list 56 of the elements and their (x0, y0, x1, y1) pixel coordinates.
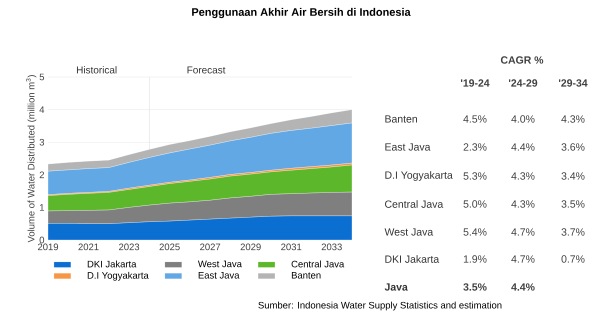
y-tick-label: 2 (40, 171, 44, 178)
text: 4.3% (511, 172, 535, 180)
x-tick-label: 2023 (119, 244, 140, 250)
x-tick-label: 2029 (240, 244, 261, 250)
legend-label: DKI Jakarta (88, 260, 136, 268)
text: 2.3% (464, 143, 487, 151)
text: 5.0% (464, 200, 487, 208)
text: 4.4% (511, 283, 535, 291)
text: 3.5% (561, 200, 585, 208)
category-label: '19-24 (460, 79, 490, 87)
category-label: '24-29 (508, 79, 538, 87)
text: 4.3% (561, 115, 585, 123)
y-tick-label: 1 (40, 204, 44, 211)
legend-label: West Java (198, 260, 242, 268)
legend-label: Central Java (292, 260, 344, 268)
category-label: DKI Jakarta (385, 255, 440, 263)
category-label: Banten (385, 115, 417, 123)
text: 3.6% (561, 143, 585, 151)
x-tick-label: 2033 (322, 244, 342, 250)
text: 3.5% (463, 283, 487, 291)
text: Sumber: Indonesia Water Supply Statistics and estimation (258, 302, 502, 310)
text: 0.7% (561, 255, 585, 263)
text: 5.4% (464, 228, 487, 236)
text: Forecast (188, 66, 226, 74)
legend-label: Banten (292, 272, 321, 279)
x-tick-label: 2031 (281, 244, 302, 250)
y-tick-label: 0 (40, 236, 44, 244)
text: 4.4% (511, 143, 535, 151)
x-tick-label: 2025 (160, 244, 180, 250)
text: 3.7% (561, 228, 585, 236)
y-tick-label: 3 (40, 138, 44, 146)
x-tick-label: 2019 (38, 244, 58, 250)
category-label: D.I Yogyakarta (385, 171, 453, 181)
text: Historical (76, 66, 116, 74)
x-tick-label: 2021 (78, 244, 99, 250)
text: 1.9% (464, 255, 487, 263)
category-label: Java (384, 283, 408, 291)
chart-title: Penggunaan Akhir Air Bersih di Indonesia (192, 8, 411, 18)
legend-label: East Java (198, 272, 240, 279)
y-axis-title: Volume of Water Distributed (million m$^{3}$) (26, 75, 36, 242)
y-tick-label: 4 (39, 106, 44, 113)
text: 4.3% (511, 200, 535, 208)
text: 4.7% (511, 255, 535, 263)
category-label: Central Java (385, 200, 444, 208)
y-tick-label: 5 (40, 74, 44, 80)
text: 4.7% (511, 228, 535, 236)
text: CAGR % (500, 56, 544, 64)
text: 3.4% (561, 172, 585, 180)
category-label: West Java (384, 228, 434, 236)
legend-label: D.I Yogyakarta (88, 272, 149, 281)
text: 4.0% (511, 115, 535, 123)
category-label: East Java (385, 143, 430, 151)
text: 5.3% (464, 172, 487, 180)
category-label: '29-34 (558, 79, 588, 87)
x-tick-label: 2027 (200, 244, 220, 250)
text: 4.5% (463, 115, 487, 123)
